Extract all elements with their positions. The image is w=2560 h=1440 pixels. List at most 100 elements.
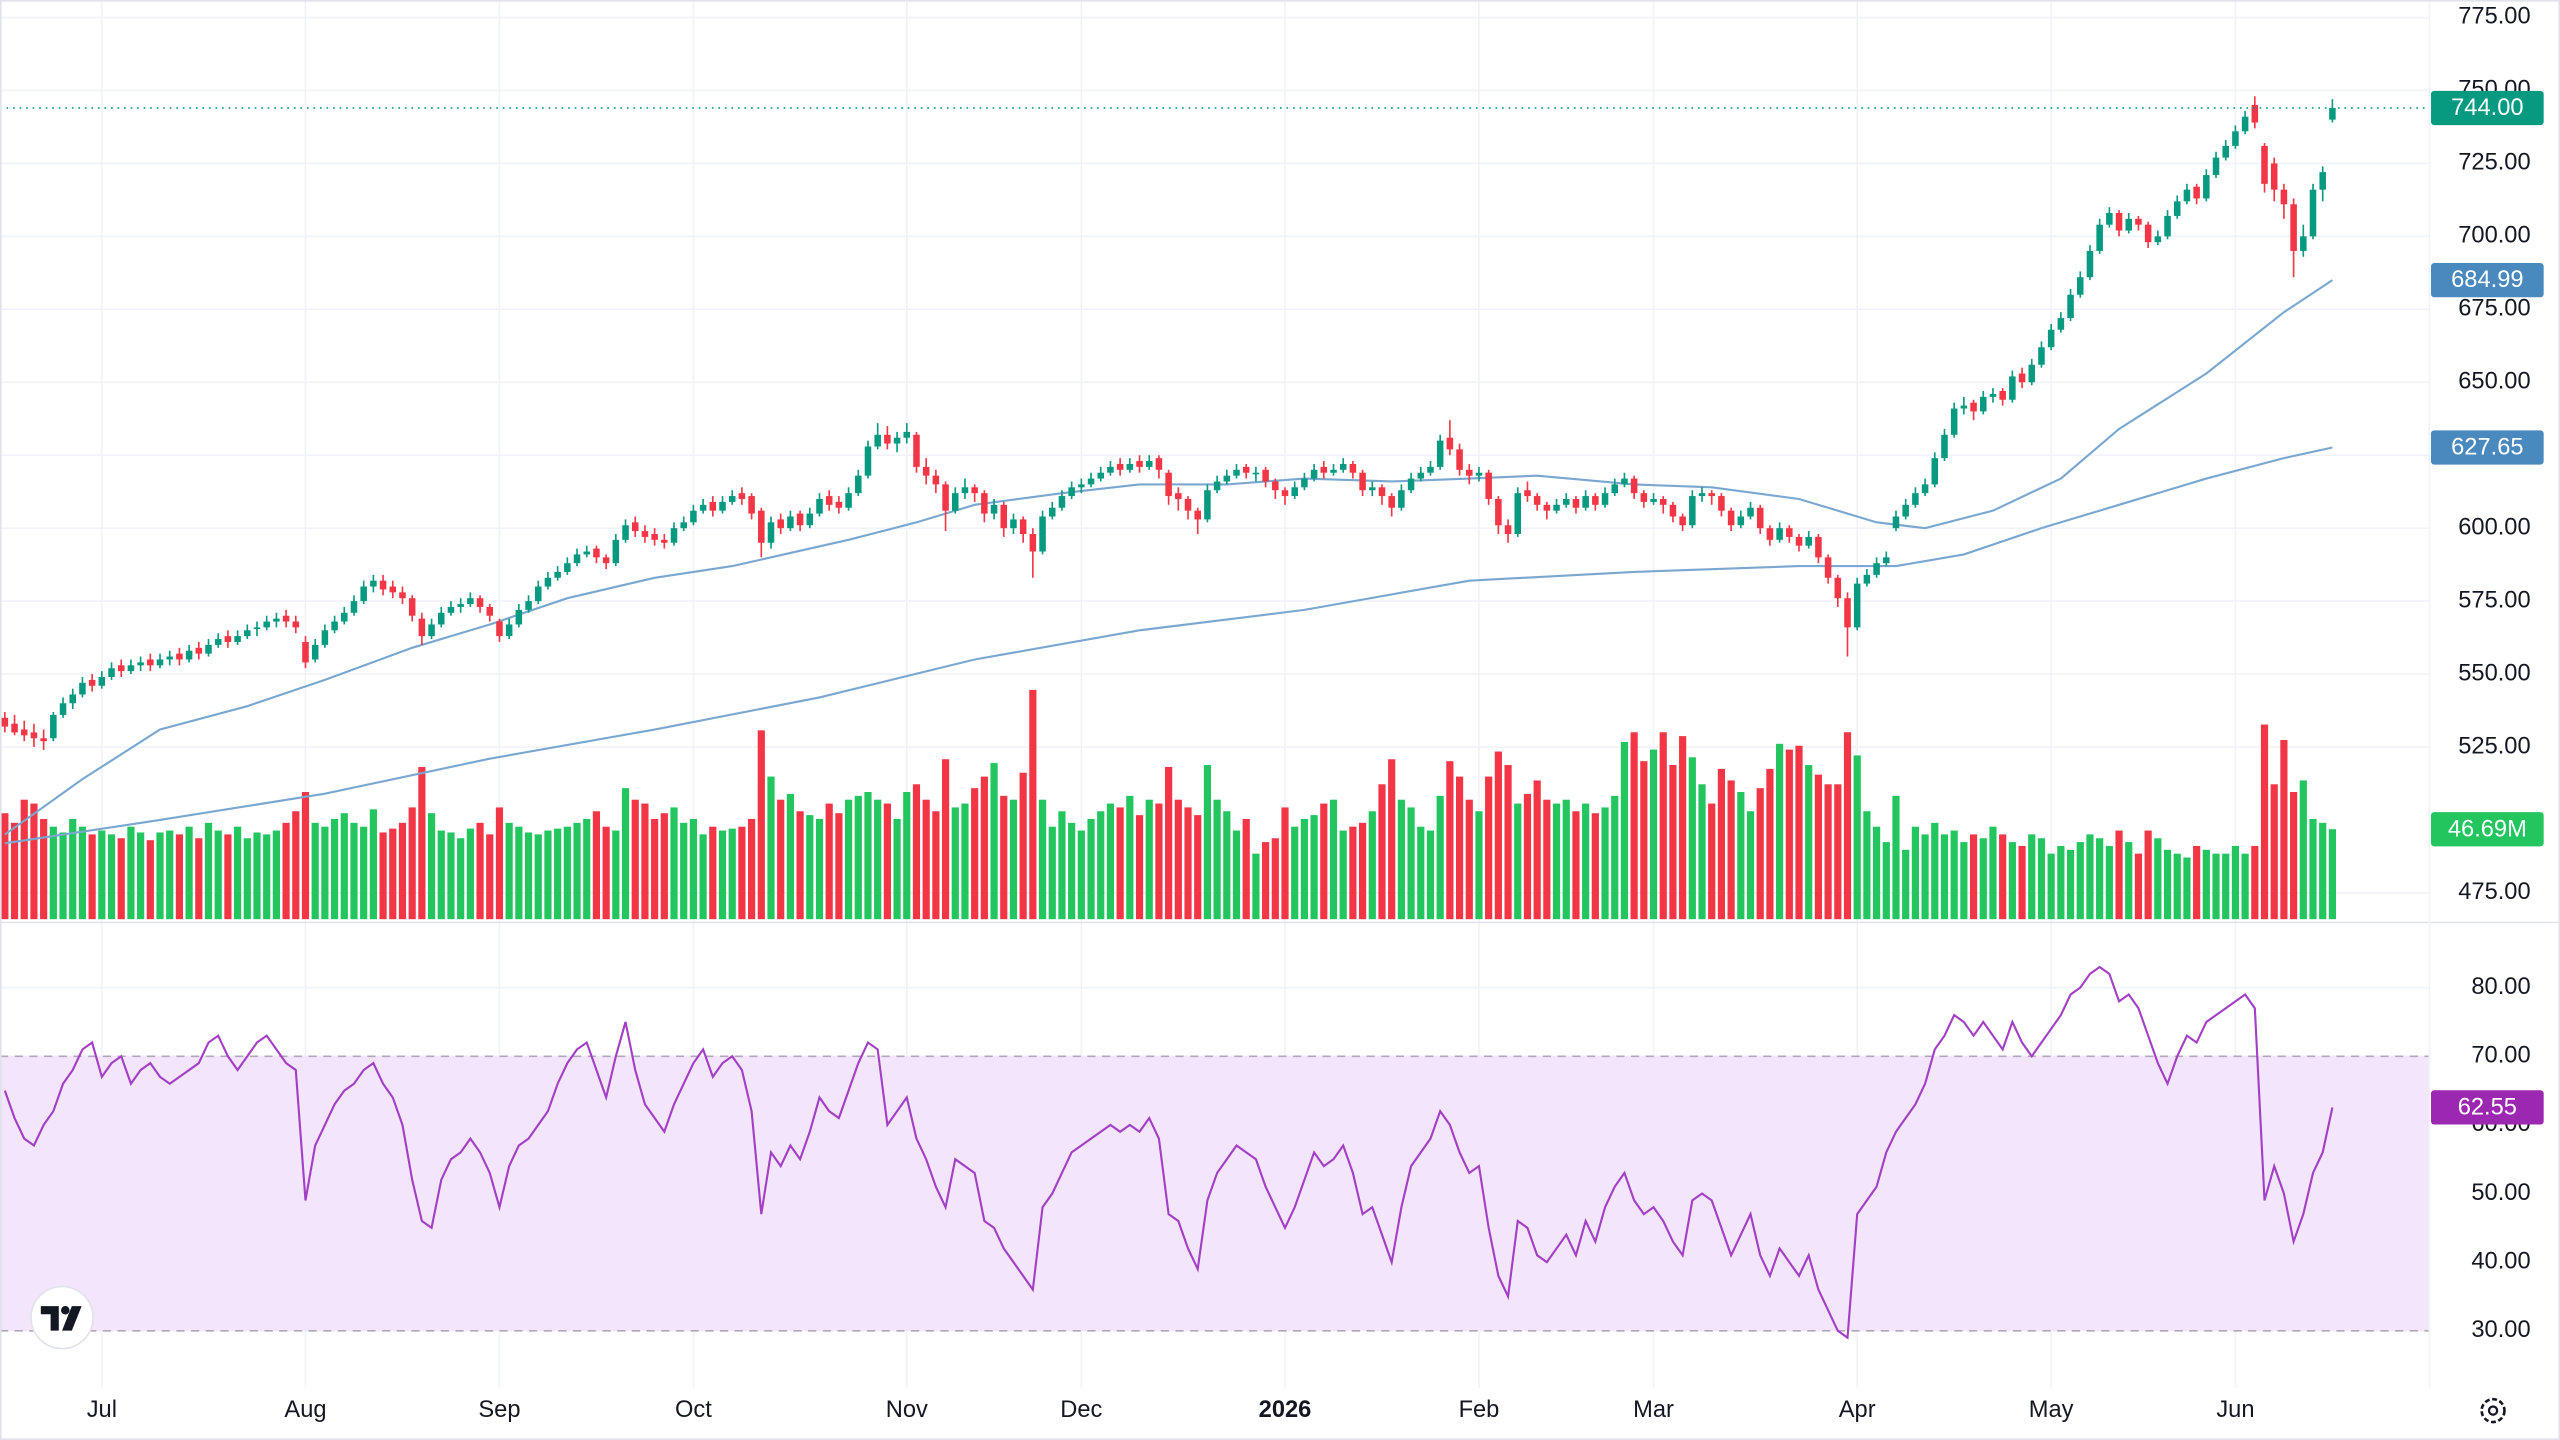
logo-circle[interactable] — [30, 1285, 94, 1350]
volume-bar — [1087, 818, 1095, 920]
volume-bar — [1271, 838, 1279, 920]
volume-bar — [1417, 826, 1425, 920]
candle-body — [2028, 364, 2036, 383]
candle-body — [631, 522, 639, 532]
candle-body — [1155, 458, 1163, 470]
candle-body — [282, 615, 290, 622]
volume-bar — [234, 826, 242, 920]
candle-body — [2135, 218, 2142, 225]
volume-bar — [2047, 853, 2055, 920]
candle-body — [321, 630, 329, 645]
volume-bar — [1688, 757, 1696, 920]
gear-outer[interactable] — [2480, 1397, 2506, 1424]
moving-average-badge-label: 684.99 — [2451, 267, 2523, 293]
volume-bar — [1194, 815, 1202, 920]
candle-body — [331, 621, 338, 631]
volume-bar — [1281, 807, 1289, 920]
volume-bar — [1979, 838, 1987, 920]
candle-body — [2106, 213, 2113, 225]
candle-body — [1999, 391, 2006, 400]
candle-body — [311, 644, 319, 660]
candle-body — [1601, 493, 1609, 505]
volume-bar — [1038, 799, 1047, 920]
candle-body — [903, 431, 911, 438]
volume-bar — [1242, 818, 1250, 920]
candle-body — [1950, 408, 1958, 435]
candle-body — [350, 601, 358, 613]
rsi-band-layer — [0, 1055, 2430, 1332]
volume-bar — [1339, 830, 1347, 920]
volume-bar — [1989, 826, 1997, 920]
volume-bar — [1611, 795, 1619, 920]
candle-body — [1970, 402, 1977, 412]
volume-bar — [117, 838, 125, 920]
logo[interactable] — [30, 1285, 94, 1350]
logo-mark — [40, 1306, 59, 1331]
last-price-badge — [2431, 90, 2544, 126]
candle-body — [205, 644, 212, 654]
candle-body — [544, 577, 552, 587]
candle-body — [1048, 507, 1056, 517]
candle-body — [874, 434, 881, 447]
candle-body — [1310, 469, 1318, 479]
candle-body — [1175, 493, 1182, 499]
candle-body — [273, 618, 280, 622]
volume-bar — [1058, 811, 1066, 920]
candle-body — [1562, 498, 1570, 505]
y-tick-label: 650.00 — [2458, 369, 2530, 395]
candle-body — [40, 738, 47, 742]
volume-bar — [2173, 853, 2181, 920]
volume-bar — [777, 799, 785, 920]
volume-bar — [282, 822, 290, 920]
volume-bar — [815, 818, 824, 920]
volume-bar — [903, 792, 911, 920]
candle-body — [612, 539, 620, 564]
candle-body — [534, 586, 542, 602]
volume-bar — [398, 822, 407, 920]
settings-button[interactable] — [2480, 1397, 2506, 1424]
candle-body — [1931, 458, 1939, 485]
candle-body — [1039, 516, 1046, 552]
candle-body — [2009, 376, 2016, 400]
candle-body — [1941, 434, 1948, 459]
volume-bar — [2222, 853, 2230, 920]
volume-bar — [1882, 842, 1890, 920]
volume-bar — [1068, 822, 1076, 920]
candle-body — [360, 586, 367, 602]
volume-bar — [1698, 784, 1706, 920]
x-tick-label: Mar — [1633, 1397, 1674, 1423]
badge-layer: 744.00 684.99 627.65 46.69M 62.55 — [2431, 90, 2544, 1125]
candle-body — [1795, 536, 1803, 546]
candle-body — [2251, 105, 2259, 123]
candle-body — [913, 434, 920, 467]
volume-bar — [311, 822, 319, 920]
volume-bar — [1048, 826, 1056, 920]
volume-bar — [2028, 834, 2036, 920]
candle-body — [748, 496, 755, 514]
volume-bar — [1756, 788, 1764, 920]
moving-average-badge-label: 627.65 — [2451, 435, 2523, 461]
volume-bar — [20, 799, 28, 920]
candle-body — [738, 493, 746, 499]
volume-bar — [49, 826, 57, 920]
volume-bar — [1679, 736, 1687, 920]
volume-bar — [1630, 732, 1638, 920]
candle-body — [1698, 493, 1706, 497]
volume-bar — [1863, 811, 1871, 920]
candle-body — [864, 446, 872, 476]
volume-bar — [486, 834, 494, 920]
candle-body — [1533, 496, 1541, 505]
candle-body — [1233, 469, 1240, 476]
volume-bar — [689, 818, 698, 920]
candle-body — [1466, 469, 1473, 476]
volume-bar — [1533, 780, 1541, 920]
volume-bar — [554, 828, 562, 920]
volume-bar — [1601, 807, 1609, 920]
volume-bar — [272, 830, 280, 920]
volume-bar — [1659, 732, 1667, 920]
x-tick-label: Aug — [284, 1397, 326, 1423]
volume-bar — [1126, 795, 1134, 920]
candle-body — [2280, 189, 2288, 205]
volume-bar — [2008, 842, 2016, 920]
